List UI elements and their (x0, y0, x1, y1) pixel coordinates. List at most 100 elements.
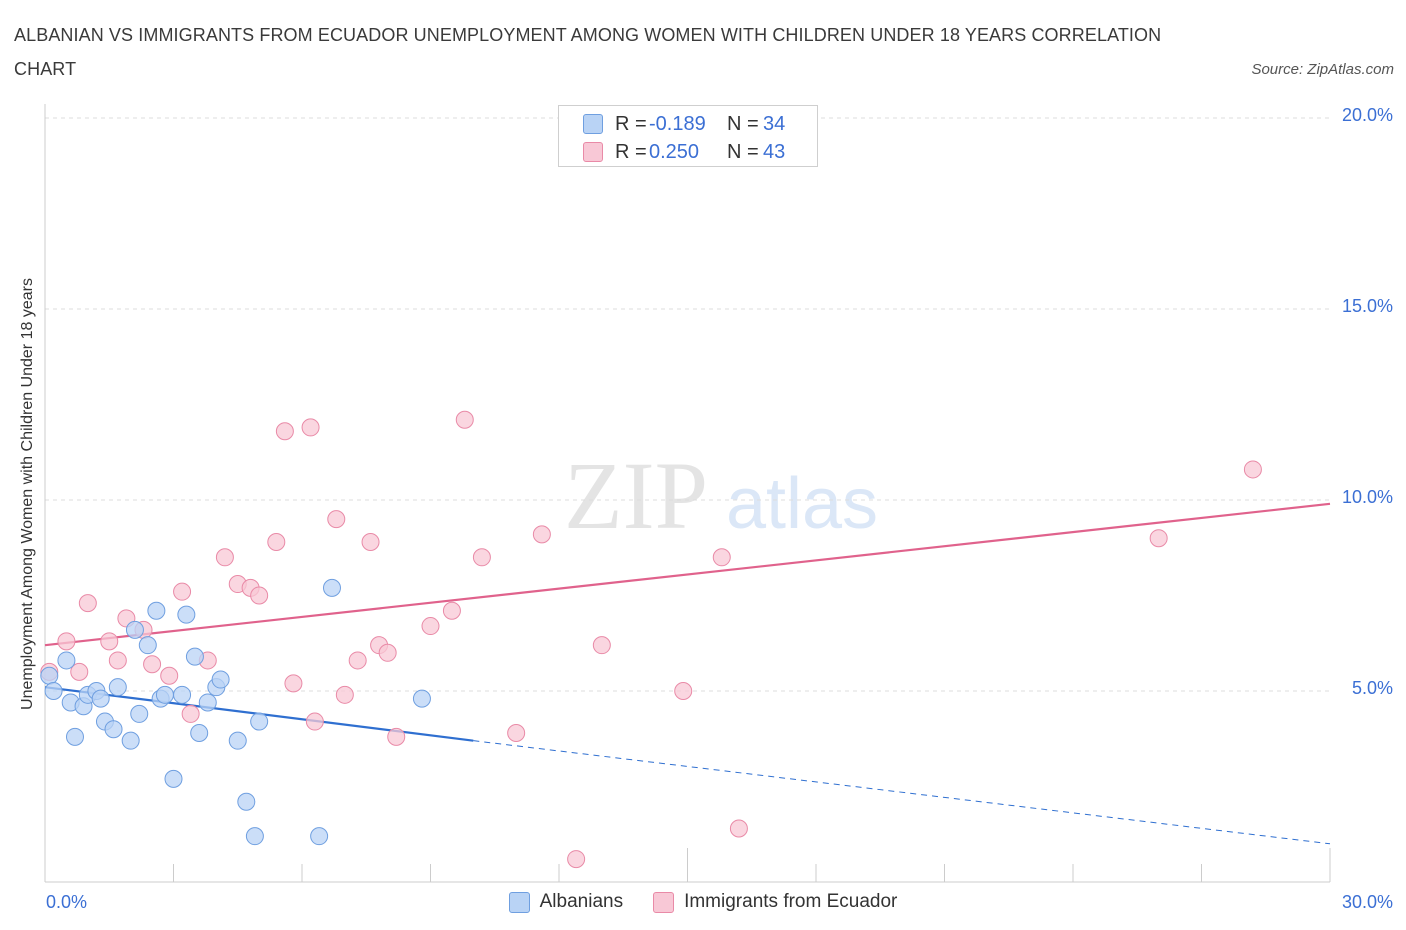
data-point-albanians (104, 720, 123, 739)
data-point-albanians (185, 647, 204, 666)
data-points (40, 128, 1262, 869)
data-point-ecuador (70, 662, 89, 681)
y-tick-label: 15.0% (1342, 296, 1393, 316)
data-point-ecuador (421, 617, 440, 636)
data-point-albanians (147, 601, 166, 620)
data-point-albanians (245, 827, 264, 846)
stats-legend: R = -0.189 N = 34 R = 0.250 N = 43 (558, 105, 818, 167)
trend-line-albanians-extrapolated (473, 740, 1331, 845)
series-legend: Albanians Immigrants from Ecuador (0, 889, 1406, 915)
data-point-ecuador (442, 601, 461, 620)
data-point-ecuador (712, 548, 731, 567)
data-point-albanians (173, 685, 192, 704)
data-point-albanians (211, 670, 230, 689)
albanians-swatch (583, 114, 603, 134)
data-point-albanians (177, 605, 196, 624)
legend-item-albanians[interactable]: Albanians (508, 891, 624, 913)
trend-line-ecuador (44, 502, 1331, 647)
watermark-atlas: atlas (726, 464, 878, 544)
legend-label: Immigrants from Ecuador (684, 891, 898, 912)
data-point-albanians (412, 689, 431, 708)
n-value: 43 (763, 140, 786, 163)
data-point-albanians (91, 689, 110, 708)
x-tick-label: 30.0% (1342, 892, 1393, 912)
n-label: N = (727, 140, 759, 163)
data-point-albanians (237, 792, 256, 811)
data-point-ecuador (250, 586, 269, 605)
r-label: R = (615, 140, 647, 163)
data-point-ecuador (284, 674, 303, 693)
chart-title: ALBANIAN VS IMMIGRANTS FROM ECUADOR UNEM… (14, 25, 1162, 79)
data-point-ecuador (108, 651, 127, 670)
n-label: N = (727, 112, 759, 135)
data-point-ecuador (327, 510, 346, 529)
data-point-ecuador (361, 533, 380, 552)
ecuador-swatch (653, 891, 675, 913)
legend-label: Albanians (539, 891, 624, 912)
r-value: -0.189 (649, 112, 706, 135)
data-point-ecuador (567, 850, 586, 869)
data-point-albanians (138, 636, 157, 655)
y-tick-label: 5.0% (1352, 678, 1393, 698)
data-point-ecuador (78, 594, 97, 613)
data-point-ecuador (215, 548, 234, 567)
data-point-ecuador (455, 410, 474, 429)
data-point-ecuador (729, 819, 748, 838)
data-point-albanians (322, 578, 341, 597)
legend-item-ecuador[interactable]: Immigrants from Ecuador (653, 891, 897, 913)
data-point-ecuador (143, 655, 162, 674)
y-tick-label: 10.0% (1342, 487, 1393, 507)
data-point-albanians (228, 731, 247, 750)
data-point-ecuador (507, 724, 526, 743)
axes (44, 104, 1331, 883)
stats-row-ecuador: R = 0.250 N = 43 (583, 139, 785, 165)
data-point-ecuador (387, 727, 406, 746)
source-label: Source: ZipAtlas.com (1251, 61, 1394, 78)
data-point-ecuador (267, 533, 286, 552)
data-point-albanians (57, 651, 76, 670)
data-point-ecuador (181, 704, 200, 723)
trend-lines (44, 502, 1331, 845)
n-value: 34 (763, 112, 786, 135)
watermark-zip: ZIP (564, 442, 708, 549)
data-point-ecuador (532, 525, 551, 544)
data-point-albanians (130, 704, 149, 723)
data-point-ecuador (173, 582, 192, 601)
data-point-ecuador (305, 712, 324, 731)
data-point-ecuador (160, 666, 179, 685)
data-point-albanians (121, 731, 140, 750)
data-point-albanians (310, 827, 329, 846)
data-point-ecuador (592, 636, 611, 655)
data-point-ecuador (472, 548, 491, 567)
data-point-ecuador (57, 632, 76, 651)
tick-labels: 5.0% 10.0% 15.0% 20.0% 0.0% 30.0% (46, 105, 1393, 912)
data-point-albanians (190, 724, 209, 743)
data-point-ecuador (275, 422, 294, 441)
data-point-albanians (198, 693, 217, 712)
data-point-albanians (40, 666, 59, 685)
albanians-swatch (508, 891, 530, 913)
data-point-albanians (250, 712, 269, 731)
data-point-ecuador (1243, 460, 1262, 479)
grid-lines (45, 117, 1330, 692)
x-tick-label: 0.0% (46, 892, 87, 912)
ecuador-swatch (583, 142, 603, 162)
data-point-albanians (108, 678, 127, 697)
data-point-ecuador (378, 643, 397, 662)
data-point-ecuador (674, 682, 693, 700)
data-point-albanians (164, 769, 183, 788)
stats-row-albanians: R = -0.189 N = 34 (583, 111, 785, 137)
data-point-albanians (44, 682, 63, 700)
data-point-albanians (155, 685, 174, 704)
data-point-ecuador (1149, 529, 1168, 548)
data-point-ecuador (301, 418, 320, 437)
r-value: 0.250 (649, 140, 700, 163)
data-point-albanians (125, 620, 144, 639)
data-point-ecuador (100, 632, 119, 651)
data-point-ecuador (335, 685, 354, 704)
data-point-albanians (65, 727, 84, 746)
r-label: R = (615, 112, 647, 135)
data-point-ecuador (348, 651, 367, 670)
y-tick-label: 20.0% (1342, 105, 1393, 125)
